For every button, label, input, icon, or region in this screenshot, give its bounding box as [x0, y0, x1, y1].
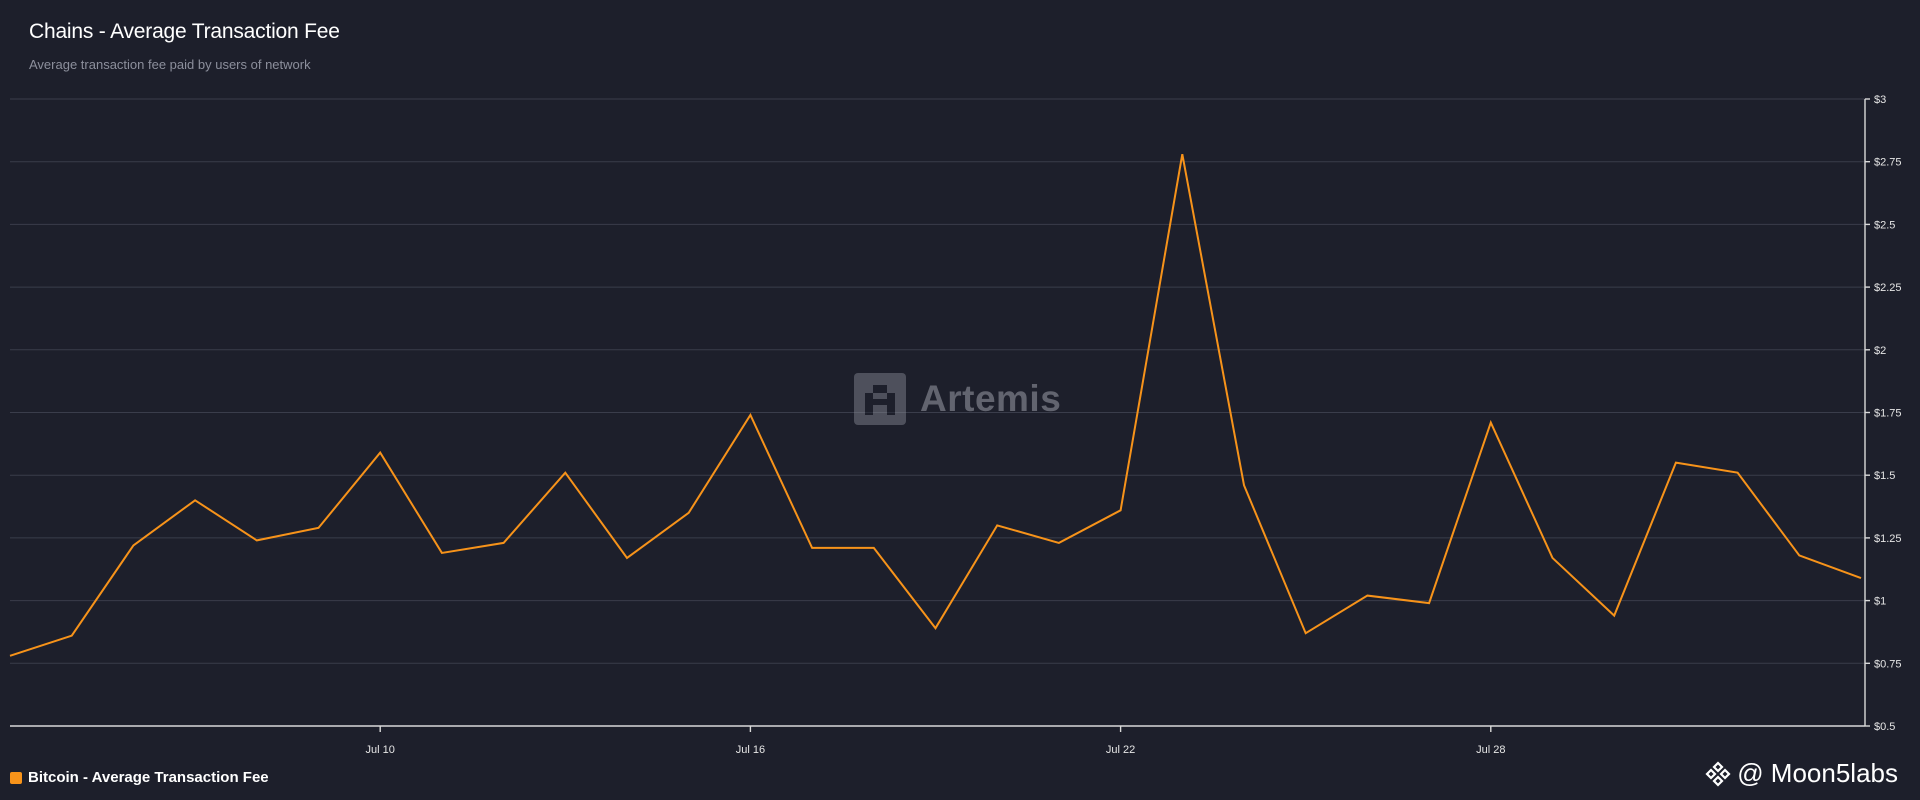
- x-tick-label: Jul 22: [1106, 744, 1135, 756]
- y-tick-label: $2.75: [1874, 157, 1902, 169]
- y-tick-label: $2.25: [1874, 282, 1902, 294]
- legend-label: Bitcoin - Average Transaction Fee: [28, 769, 269, 786]
- legend[interactable]: Bitcoin - Average Transaction Fee: [10, 769, 269, 786]
- y-tick-label: $1.25: [1874, 533, 1902, 545]
- chart-subtitle: Average transaction fee paid by users of…: [29, 57, 311, 72]
- x-tick-label: Jul 16: [736, 744, 765, 756]
- series-line-bitcoin: [9, 153, 1862, 657]
- grid-lines: [10, 98, 1865, 664]
- credit-handle: @ Moon5labs: [1705, 758, 1898, 789]
- artemis-logo-icon: [854, 373, 906, 425]
- binance-logo-icon: [1705, 760, 1731, 787]
- y-tick-label: $1.5: [1874, 470, 1895, 482]
- y-tick-label: $1.75: [1874, 408, 1902, 420]
- y-axis-ticks: $0.5 $0.75 $1 $1.25 $1.5 $1.75 $2 $2.25 $2.5 $2.7…: [1865, 94, 1902, 733]
- y-tick-label: $1: [1874, 596, 1886, 608]
- credit-text: @ Moon5labs: [1737, 758, 1898, 788]
- y-tick-label: $3: [1874, 94, 1886, 106]
- x-axis-ticks: Jul 10 Jul 16 Jul 22 Jul 28: [366, 726, 1505, 756]
- artemis-watermark-text: Artemis: [920, 378, 1062, 419]
- y-tick-label: $0.5: [1874, 721, 1895, 733]
- x-tick-label: Jul 28: [1476, 744, 1505, 756]
- y-tick-label: $2: [1874, 345, 1886, 357]
- x-tick-label: Jul 10: [366, 744, 395, 756]
- legend-swatch: [10, 771, 22, 784]
- artemis-watermark: Artemis: [854, 373, 1061, 425]
- y-tick-label: $0.75: [1874, 658, 1902, 670]
- chart-title: Chains - Average Transaction Fee: [29, 20, 340, 43]
- y-tick-label: $2.5: [1874, 219, 1895, 231]
